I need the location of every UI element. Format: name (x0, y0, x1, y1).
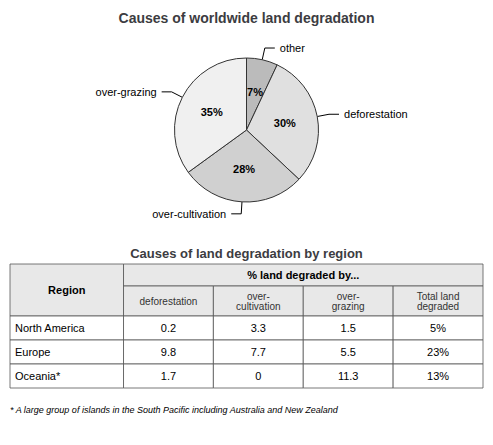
svg-text:35%: 35% (201, 106, 223, 118)
svg-text:over-cultivation: over-cultivation (152, 208, 226, 220)
svg-text:1.5: 1.5 (341, 322, 356, 334)
svg-text:over-grazing: over-grazing (96, 86, 157, 98)
svg-text:over-: over- (246, 290, 270, 302)
svg-text:% land degraded by...: % land degraded by... (247, 269, 359, 281)
svg-text:cultivation: cultivation (236, 301, 280, 312)
svg-text:3.3: 3.3 (251, 322, 266, 334)
svg-text:1.7: 1.7 (161, 370, 176, 382)
svg-text:Causes of land degradation by: Causes of land degradation by region (130, 246, 363, 261)
svg-text:23%: 23% (427, 346, 449, 358)
svg-text:Region: Region (48, 284, 86, 296)
svg-text:7%: 7% (247, 86, 263, 98)
svg-text:7.7: 7.7 (251, 346, 266, 358)
svg-text:30%: 30% (274, 117, 296, 129)
svg-text:5.5: 5.5 (341, 346, 356, 358)
svg-text:Oceania*: Oceania* (15, 370, 61, 382)
svg-text:degraded: degraded (417, 301, 459, 312)
svg-text:over-: over- (336, 290, 360, 302)
svg-text:other: other (280, 42, 305, 54)
svg-text:5%: 5% (430, 322, 446, 334)
svg-text:9.8: 9.8 (161, 346, 176, 358)
svg-text:11.3: 11.3 (338, 370, 359, 382)
svg-text:Total land: Total land (416, 290, 460, 302)
svg-text:deforestation: deforestation (344, 108, 408, 120)
svg-text:North America: North America (15, 322, 86, 334)
svg-text:28%: 28% (233, 163, 255, 175)
svg-text:* A large group of islands in: * A large group of islands in the South … (10, 405, 339, 415)
svg-text:grazing: grazing (332, 301, 365, 312)
svg-text:Causes of worldwide land degra: Causes of worldwide land degradation (119, 10, 375, 26)
svg-text:13%: 13% (427, 370, 449, 382)
svg-text:deforestation: deforestation (140, 296, 198, 307)
svg-text:Europe: Europe (15, 346, 50, 358)
svg-text:0.2: 0.2 (161, 322, 176, 334)
svg-text:0: 0 (255, 370, 261, 382)
